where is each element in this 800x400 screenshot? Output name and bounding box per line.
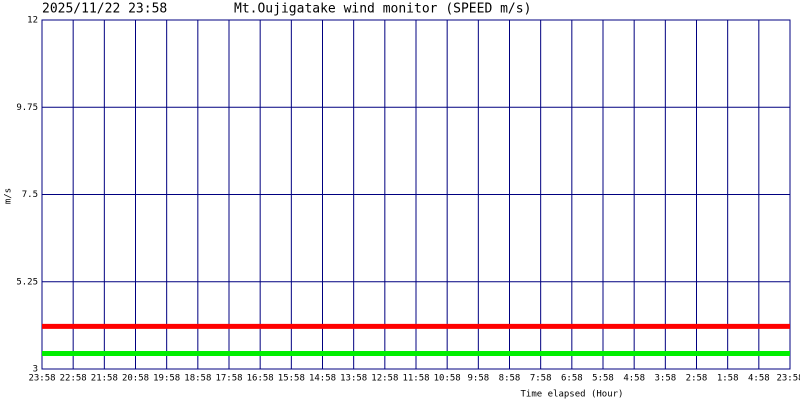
- y-tick-label: 12: [27, 16, 38, 26]
- x-tick-label: 1:58: [717, 374, 739, 384]
- x-tick-label: 4:58: [623, 374, 645, 384]
- y-tick-label: 7.5: [22, 190, 38, 200]
- x-tick-label: 11:58: [402, 374, 429, 384]
- x-tick-label: 10:58: [434, 374, 461, 384]
- x-tick-label: 8:58: [499, 374, 521, 384]
- x-tick-label: 21:58: [91, 374, 118, 384]
- x-tick-label: 17:58: [215, 374, 242, 384]
- y-tick-label: 9.75: [16, 103, 38, 113]
- x-tick-label: 20:58: [122, 374, 149, 384]
- y-tick-label: 3: [33, 365, 38, 375]
- timestamp: 2025/11/22 23:58: [42, 2, 167, 17]
- x-tick-label: 12:58: [371, 374, 398, 384]
- x-tick-label: 9:58: [467, 374, 489, 384]
- x-tick-label: 16:58: [247, 374, 274, 384]
- x-axis-label: Time elapsed (Hour): [521, 390, 624, 400]
- x-tick-label: 23:58: [28, 374, 55, 384]
- x-tick-label: 6:58: [561, 374, 583, 384]
- x-tick-label: 18:58: [184, 374, 211, 384]
- x-tick-label: 19:58: [153, 374, 180, 384]
- x-tick-label: 5:58: [592, 374, 614, 384]
- x-tick-label: 3:58: [654, 374, 676, 384]
- x-tick-label: 23:58: [776, 374, 800, 384]
- x-tick-label: 4:58: [748, 374, 770, 384]
- x-tick-label: 22:58: [60, 374, 87, 384]
- chart-title: Mt.Oujigatake wind monitor (SPEED m/s): [234, 2, 531, 17]
- x-tick-label: 7:58: [530, 374, 552, 384]
- y-tick-label: 5.25: [16, 277, 38, 287]
- x-tick-label: 15:58: [278, 374, 305, 384]
- x-tick-label: 2:58: [686, 374, 708, 384]
- x-tick-label: 14:58: [309, 374, 336, 384]
- plot-border: [41, 19, 791, 370]
- x-tick-label: 13:58: [340, 374, 367, 384]
- y-axis-label: m/s: [4, 188, 14, 204]
